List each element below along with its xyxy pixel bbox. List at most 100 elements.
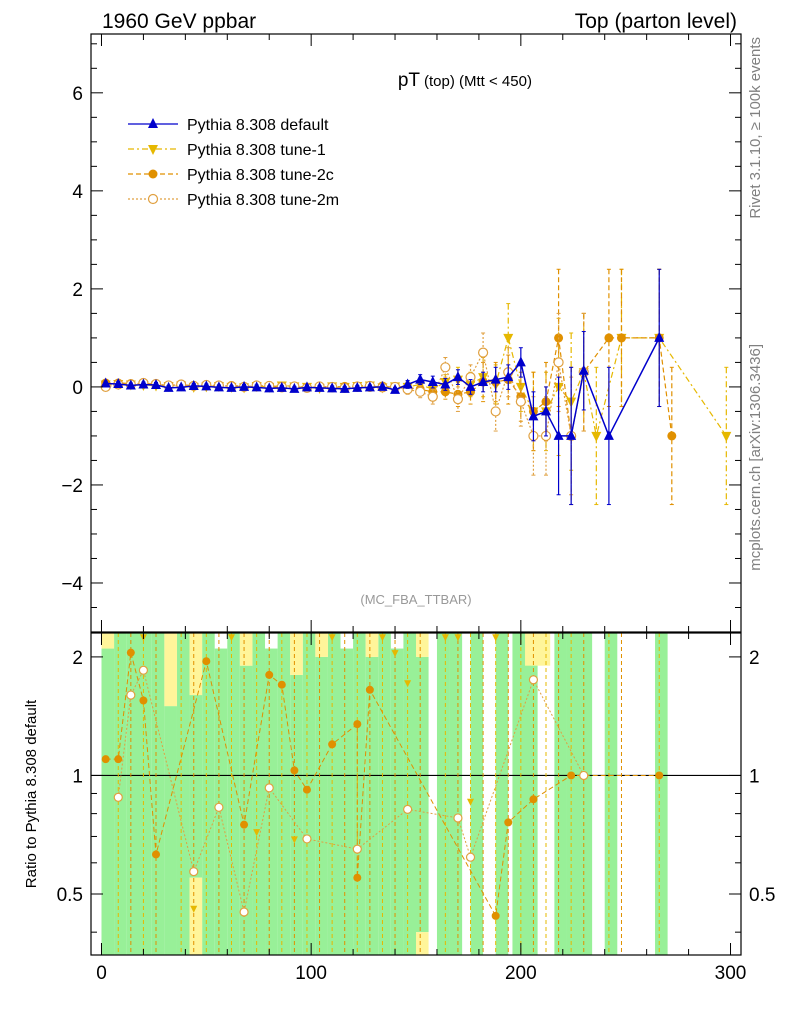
ratio-uncertainty-band [449,633,463,955]
ratio-line-tune-2c [105,652,660,918]
ratio-point-tune-1 [404,680,412,688]
ratio-point [290,766,299,775]
ratio-y-axis-label: Ratio to Pythia 8.308 default [23,699,40,888]
ratio-panel-plot [91,633,741,955]
ratio-uncertainty-band [202,633,215,955]
data-point [201,380,212,391]
ratio-uncertainty-band [214,648,228,955]
data-point [125,379,136,390]
rivet-label: Rivet 3.1.10, ≥ 100k events [747,37,764,219]
ratio-uncertainty-band [365,656,379,955]
ratio-point [202,657,211,666]
data-point [591,431,602,442]
ratio-uncertainty-band [189,695,203,878]
data-point [553,429,564,440]
data-point [515,396,526,407]
data-point [151,378,161,389]
ratio-uncertainty-band [655,633,668,955]
ratio-point [504,818,513,827]
main-y-tick-label: 0 [72,378,83,399]
series-0 [100,268,665,506]
ratio-uncertainty-band [470,633,484,955]
ratio-point [655,771,664,780]
ratio-yellow-band [189,633,203,696]
watermark: (MC_FBA_TTBAR) [360,592,471,607]
ratio-yellow-band [164,633,177,707]
chart-subtitle: (top) (Mtt < 450) [424,73,532,90]
ratio-point-tune-1 [492,634,500,642]
ratio-yellow-band [101,633,115,649]
ratio-uncertainty-band [604,633,618,955]
data-point [490,406,501,417]
legend-entry: Pythia 8.308 tune-2m [128,192,339,209]
data-point [465,380,476,391]
main-y-tick-label: −2 [61,476,83,497]
ratio-yellow-band [239,633,253,666]
data-point [477,347,489,358]
ratio-point [240,820,249,829]
legend-entry: Pythia 8.308 default [128,117,329,134]
series-line [105,350,585,437]
data-point [515,356,526,367]
ratio-yellow-band [416,633,429,657]
ratio-uncertainty-band [353,633,366,955]
main-panel-frame [90,33,742,633]
data-point [276,381,287,392]
data-point [440,387,450,397]
ratio-point [114,755,123,764]
data-point [352,381,363,392]
ratio-yellow-band [189,877,203,955]
ratio-point [491,911,500,920]
legend-entry: Pythia 8.308 tune-1 [128,142,326,159]
ratio-point [113,792,123,802]
legend-marker [147,193,159,205]
data-point [251,381,262,392]
ratio-point-tune-1 [190,905,198,913]
ratio-point [152,850,160,859]
ratio-uncertainty-band [227,633,240,955]
axes: −4 −2 0 2 4 6 0.5 0.5 1 1 2 2 0 100 200 300 [57,34,775,984]
data-point [553,357,564,368]
data-point [138,378,149,389]
ratio-uncertainty-band [378,633,391,955]
ratio-point-tune-1 [391,650,399,658]
ratio-uncertainty-band [315,656,328,955]
ratio-point [265,670,274,679]
ratio-yellow-band [290,633,303,675]
data-point [654,331,665,342]
ratio-point [353,720,362,729]
data-point [566,429,577,440]
ratio-uncertainty-band [164,706,177,955]
data-point [616,333,626,343]
chart-title: pT [398,70,421,91]
ratio-point [365,685,374,694]
ratio-point [101,755,110,764]
ratio-point-tune-1 [227,634,235,642]
ratio-uncertainty-band [554,633,567,955]
data-point [364,381,375,392]
data-point [339,382,350,393]
data-point [213,381,224,392]
data-point [402,378,413,389]
ratio-point [189,866,199,877]
ratio-line-tune-2m [117,668,585,913]
data-point [541,405,551,416]
ratio-point [567,771,576,780]
legend: Pythia 8.308 default Pythia 8.308 tune-1 P… [128,117,339,209]
ratio-bands [101,633,668,955]
legend-label: Pythia 8.308 tune-2m [187,192,339,209]
data-point [100,377,111,388]
ratio-point-tune-1 [467,798,475,806]
ratio-y-tick-label-right: 0.5 [749,885,775,906]
ratio-point-tune-1 [378,634,386,642]
data-point [578,364,589,375]
ratio-y-tick-label: 2 [72,648,83,669]
ratio-point [302,785,311,794]
main-y-tick-label: −4 [61,574,83,595]
main-y-tick-label: 6 [72,84,83,105]
data-point [415,386,426,397]
data-point [226,381,237,392]
ratio-point [353,873,362,882]
data-point [301,381,312,392]
